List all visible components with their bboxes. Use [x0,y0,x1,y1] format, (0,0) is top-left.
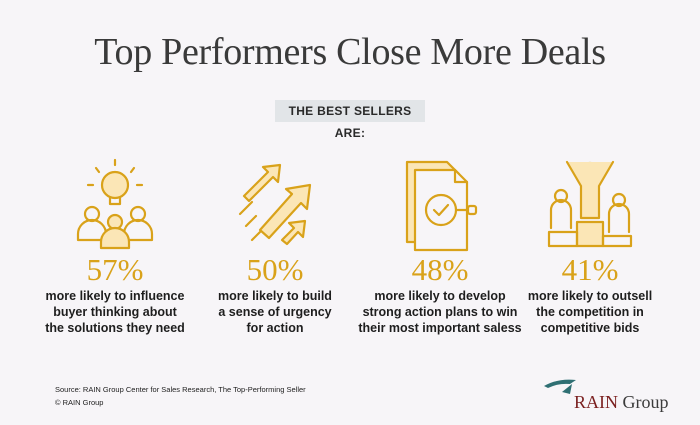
stat-percent: 57% [86,252,144,287]
logo-word-rain: RAIN [574,392,618,412]
winner-podium-icon [547,160,633,248]
stat-percent: 48% [411,252,469,287]
stat-desc-line: buyer thinking about [53,305,177,319]
source-line: Source: RAIN Group Center for Sales Rese… [55,385,306,394]
copyright: © RAIN Group [55,398,104,407]
stat-desc-line: strong action plans to win [362,305,518,319]
section-badge: THE BEST SELLERS ARE: [275,100,425,140]
logo-word-group: Group [622,392,669,412]
brand-logo-text: RAIN Group [574,392,669,413]
rain-group-logo-icon [544,379,576,394]
stat-desc-line: competitive bids [540,321,640,335]
source-note: Source: RAIN Group Center for Sales Rese… [55,383,306,409]
arrows-up-icon [238,163,312,246]
stat-card-3: 48% more likely to develop strong action… [355,152,525,336]
stat-desc-line: their most important saless [358,321,522,335]
page-title: Top Performers Close More Deals [94,31,606,73]
action-plan-icon [405,160,478,252]
stat-description: more likely to build a sense of urgency … [190,288,360,336]
stat-card-2: 50% more likely to build a sense of urge… [190,152,360,336]
stat-desc-line: the solutions they need [45,321,185,335]
stat-description: more likely to influence buyer thinking … [30,288,200,336]
stat-desc-line: a sense of urgency [218,305,332,319]
stat-desc-line: more likely to outsell [527,289,653,303]
stat-desc-line: for action [246,321,304,335]
stat-percent: 41% [561,252,619,287]
stat-card-1: 57% more likely to influence buyer think… [30,152,200,336]
stat-desc-line: more likely to influence [45,289,185,303]
stat-description: more likely to outsell the competition i… [505,288,675,336]
stat-description: more likely to develop strong action pla… [355,288,525,336]
stat-desc-line: more likely to develop [374,289,506,303]
stat-desc-line: the competition in [536,305,644,319]
stat-card-4: 41% more likely to outsell the competiti… [505,152,675,336]
stat-desc-line: more likely to build [218,289,332,303]
stat-percent: 50% [246,252,304,287]
team-idea-icon [76,158,154,250]
